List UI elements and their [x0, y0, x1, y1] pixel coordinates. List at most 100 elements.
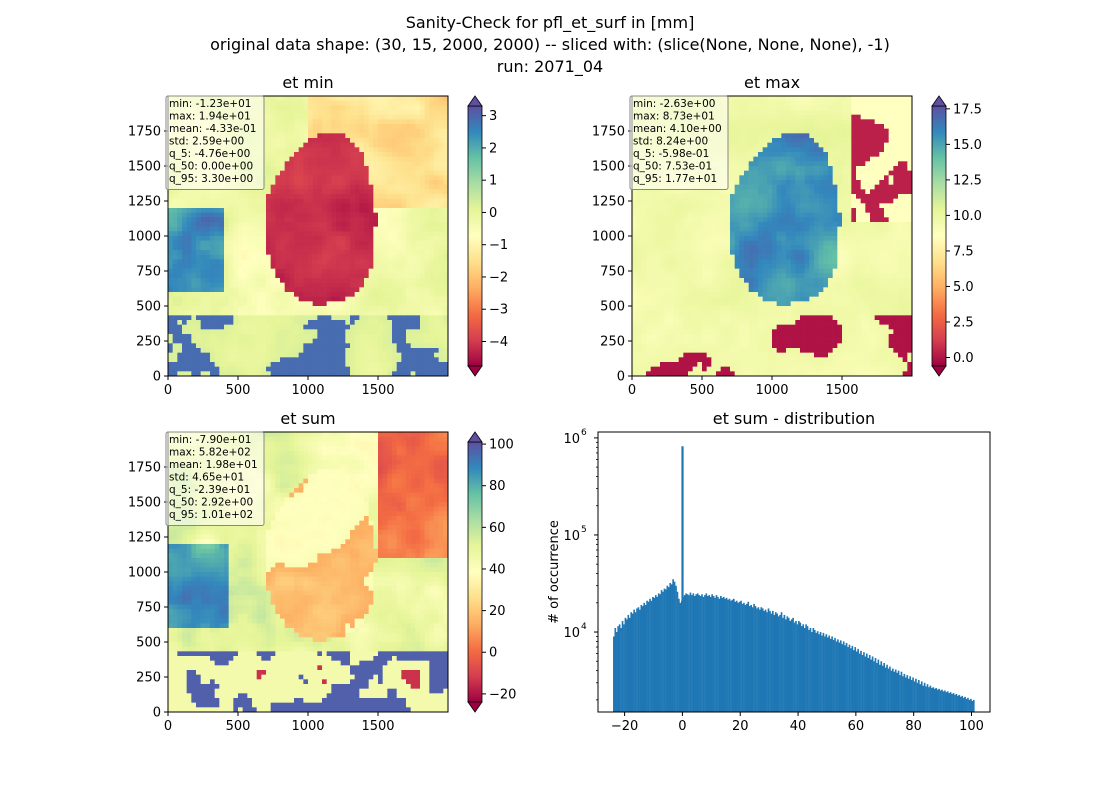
heatmap-cell — [210, 362, 215, 367]
heatmap-cell — [368, 254, 374, 260]
heatmap-cell — [772, 166, 777, 171]
heatmap-cell — [898, 100, 903, 106]
heatmap-cell — [865, 124, 871, 129]
heatmap-cell — [317, 292, 323, 297]
heatmap-cell — [373, 366, 379, 372]
heatmap-cell — [256, 250, 262, 255]
heatmap-cell — [350, 110, 355, 115]
heatmap-cell — [308, 166, 313, 171]
heatmap-cell — [322, 124, 327, 129]
heatmap-cell — [818, 110, 824, 115]
heatmap-cell — [247, 259, 253, 265]
heatmap-cell — [219, 268, 225, 274]
heatmap-cell — [846, 189, 852, 195]
heatmap-cell — [373, 320, 379, 325]
heatmap-cell — [196, 264, 201, 269]
heatmap-cell — [786, 180, 791, 185]
heatmap-cell — [884, 128, 889, 134]
heatmap-cell — [354, 212, 360, 218]
heatmap-cell — [275, 250, 281, 255]
heatmap-cell — [312, 366, 318, 372]
heatmap-cell — [228, 236, 234, 241]
heatmap-cell — [706, 194, 712, 199]
heatmap-cell — [438, 236, 444, 241]
heatmap-cell — [308, 366, 313, 372]
heatmap-cell — [406, 96, 411, 101]
heatmap-cell — [322, 338, 327, 344]
heatmap-cell — [809, 96, 815, 101]
heatmap-cell — [420, 329, 425, 335]
heatmap-cell — [420, 133, 425, 139]
heatmap-cell — [247, 189, 253, 195]
heatmap-cell — [443, 278, 449, 283]
heatmap-cell — [340, 264, 346, 269]
y-tick-label: 750 — [136, 265, 161, 280]
heatmap-cell — [420, 217, 425, 223]
heatmap-cell — [284, 222, 290, 227]
heatmap-cell — [233, 366, 239, 372]
heatmap-cell — [387, 329, 393, 335]
heatmap-cell — [373, 175, 379, 181]
heatmap-cell — [210, 245, 215, 251]
heatmap-cell — [790, 175, 796, 181]
heatmap-cell — [879, 133, 885, 139]
heatmap-cell — [429, 128, 435, 134]
heatmap-cell — [280, 320, 285, 325]
heatmap-cell — [870, 110, 875, 115]
heatmap-cell — [678, 194, 684, 199]
heatmap-cell — [340, 334, 346, 339]
heatmap-cell — [336, 217, 341, 223]
heatmap-cell — [387, 175, 393, 181]
heatmap-cell — [818, 166, 824, 171]
heatmap-cell — [860, 110, 866, 115]
heatmap-cell — [818, 105, 824, 111]
heatmap-cell — [748, 194, 754, 199]
heatmap-cell — [874, 166, 880, 171]
heatmap-cell — [210, 217, 215, 223]
heatmap-cell — [438, 343, 444, 349]
heatmap-cell — [758, 170, 763, 176]
heatmap-cell — [322, 352, 327, 358]
heatmap-cell — [804, 170, 810, 176]
heatmap-cell — [800, 124, 805, 129]
heatmap-cell — [734, 175, 740, 181]
heatmap-cell — [410, 371, 416, 377]
heatmap-cell — [177, 315, 183, 321]
heatmap-cell — [359, 357, 365, 363]
heatmap-cell — [790, 184, 796, 190]
heatmap-cell — [739, 194, 745, 199]
heatmap-cell — [814, 170, 819, 176]
heatmap-cell — [270, 226, 276, 232]
heatmap-cell — [294, 334, 299, 339]
heatmap-cell — [359, 338, 365, 344]
heatmap-cell — [865, 128, 871, 134]
heatmap-cell — [205, 222, 211, 227]
heatmap-cell — [214, 273, 220, 279]
heatmap-cell — [410, 152, 416, 157]
heatmap-cell — [298, 236, 304, 241]
heatmap-cell — [387, 296, 393, 302]
heatmap-cell — [266, 124, 271, 129]
figure-title-line-1: Sanity-Check for pfl_et_surf in [mm] — [405, 13, 695, 32]
heatmap-cell — [898, 147, 903, 153]
heatmap-cell — [345, 100, 351, 106]
heatmap-cell — [443, 250, 449, 255]
heatmap-cell — [438, 301, 444, 307]
heatmap-cell — [443, 100, 449, 106]
heatmap-cell — [326, 264, 332, 269]
heatmap-cell — [424, 133, 430, 139]
heatmap-cell — [744, 96, 749, 101]
heatmap-cell — [814, 100, 819, 106]
heatmap-cell — [182, 278, 187, 283]
heatmap-cell — [331, 189, 337, 195]
heatmap-cell — [438, 105, 444, 111]
heatmap-cell — [256, 222, 262, 227]
heatmap-cell — [832, 110, 838, 115]
heatmap-cell — [350, 96, 355, 101]
heatmap-cell — [256, 296, 262, 302]
heatmap-cell — [182, 240, 187, 246]
heatmap-cell — [196, 315, 201, 321]
heatmap-cell — [879, 161, 885, 167]
heatmap-cell — [406, 273, 411, 279]
heatmap-cell — [294, 170, 299, 176]
